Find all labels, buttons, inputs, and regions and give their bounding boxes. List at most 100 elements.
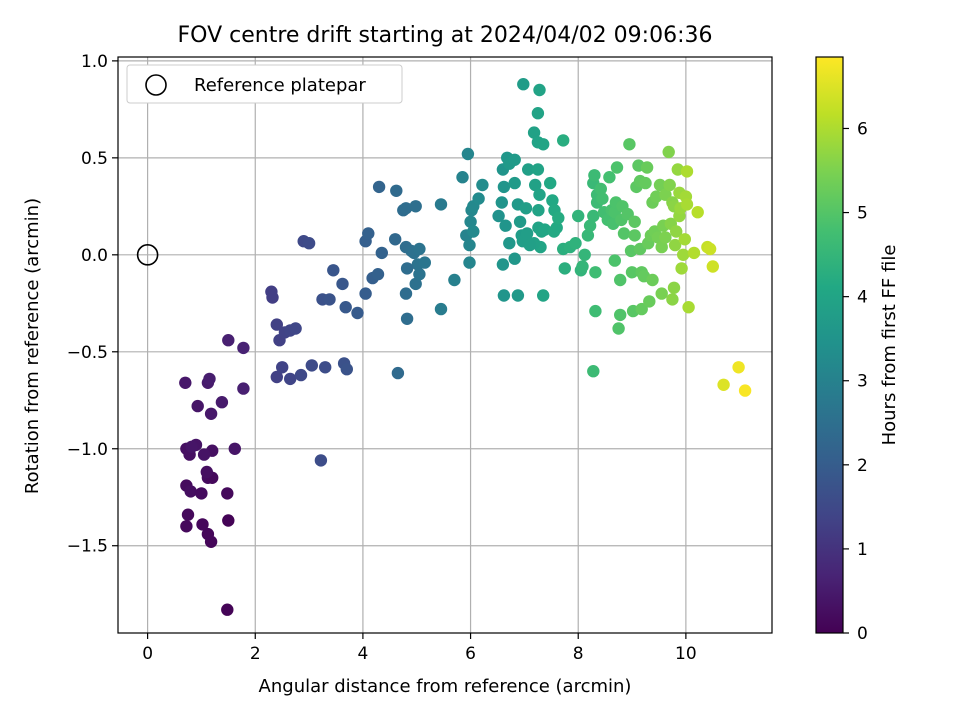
data-point xyxy=(266,291,279,304)
data-point xyxy=(472,192,485,205)
data-point xyxy=(375,246,388,260)
data-point xyxy=(522,163,535,176)
data-point xyxy=(732,361,745,374)
data-point xyxy=(738,384,752,397)
colorbar-tick-label: 0 xyxy=(857,624,868,644)
data-point xyxy=(614,273,627,287)
data-point xyxy=(200,465,213,479)
data-point xyxy=(578,248,591,261)
data-point xyxy=(204,407,218,420)
y-ticks: 1.0 0.5 0.0 −0.5 −1.0 −1.5 xyxy=(67,52,118,557)
y-tick-label: 1.0 xyxy=(81,52,108,72)
colorbar-ticks: 0 1 2 3 4 5 6 xyxy=(843,119,868,644)
data-point xyxy=(222,334,235,347)
data-point xyxy=(476,178,489,192)
data-point xyxy=(639,176,652,190)
data-point xyxy=(508,153,521,166)
data-point xyxy=(587,209,600,223)
data-point xyxy=(197,448,211,461)
data-point xyxy=(537,289,550,302)
x-tick-label: 0 xyxy=(142,644,153,664)
data-point xyxy=(391,366,405,380)
y-tick-label: −1.5 xyxy=(67,537,108,557)
data-point xyxy=(399,202,413,215)
x-tick-label: 10 xyxy=(675,644,697,664)
data-point xyxy=(643,295,656,308)
data-point xyxy=(655,240,668,254)
data-point xyxy=(327,264,340,277)
reference-platepar-marker xyxy=(136,244,159,266)
data-point xyxy=(302,237,316,250)
x-ticks: 0 2 4 6 8 10 xyxy=(142,633,697,664)
data-point xyxy=(653,178,667,192)
data-point xyxy=(221,487,234,500)
data-point xyxy=(503,237,516,250)
data-point xyxy=(270,318,283,331)
y-tick-label: −1.0 xyxy=(67,440,108,460)
y-tick-label: 0.0 xyxy=(81,246,108,266)
data-point xyxy=(635,302,648,316)
x-tick-label: 4 xyxy=(357,644,368,664)
y-tick-label: 0.5 xyxy=(81,149,108,169)
data-point xyxy=(511,289,525,302)
data-point xyxy=(314,454,328,467)
data-point xyxy=(623,138,636,151)
data-point xyxy=(362,227,375,240)
colorbar-label: Hours from first FF file xyxy=(879,245,900,446)
data-point xyxy=(390,184,403,197)
x-tick-label: 2 xyxy=(250,644,261,664)
colorbar xyxy=(815,56,844,634)
data-point xyxy=(517,78,530,91)
data-point xyxy=(588,169,601,182)
data-point xyxy=(434,302,448,316)
data-point xyxy=(191,399,204,413)
data-point xyxy=(413,242,426,256)
colorbar-tick-label: 5 xyxy=(857,204,868,224)
colorbar-tick-label: 3 xyxy=(857,372,868,392)
data-point xyxy=(608,254,621,267)
data-point xyxy=(270,370,283,384)
data-point xyxy=(195,487,208,500)
data-point xyxy=(662,145,675,159)
data-point xyxy=(583,219,597,232)
data-point xyxy=(671,163,684,176)
data-point xyxy=(497,289,511,302)
data-point xyxy=(596,192,609,205)
y-grid xyxy=(118,60,772,547)
data-point xyxy=(640,161,654,174)
data-point xyxy=(284,372,297,386)
data-point xyxy=(418,256,431,269)
data-point xyxy=(508,252,521,265)
colorbar-tick-label: 6 xyxy=(857,119,868,139)
data-points xyxy=(179,78,752,616)
colorbar-tick-label: 1 xyxy=(857,540,868,560)
legend-marker-icon xyxy=(145,74,167,96)
data-point xyxy=(323,293,336,306)
data-point xyxy=(682,301,695,314)
data-point xyxy=(668,238,682,252)
x-tick-label: 8 xyxy=(573,644,584,664)
data-point xyxy=(413,268,426,281)
data-point xyxy=(678,233,691,246)
data-point xyxy=(351,306,364,320)
data-point xyxy=(492,209,505,223)
data-point xyxy=(617,227,631,240)
data-point xyxy=(409,200,422,213)
data-point xyxy=(552,211,565,225)
data-point xyxy=(546,194,559,207)
data-point xyxy=(628,229,641,242)
data-point xyxy=(305,359,318,372)
data-point xyxy=(666,293,679,306)
data-point xyxy=(603,171,616,184)
data-point xyxy=(655,287,668,300)
legend: Reference platepar xyxy=(126,64,403,104)
data-point xyxy=(371,268,385,281)
data-point xyxy=(680,165,694,178)
data-point xyxy=(670,225,683,238)
data-point xyxy=(215,396,229,409)
data-point xyxy=(691,206,704,219)
data-point xyxy=(706,260,719,273)
data-point xyxy=(614,308,627,322)
data-point xyxy=(569,237,582,250)
